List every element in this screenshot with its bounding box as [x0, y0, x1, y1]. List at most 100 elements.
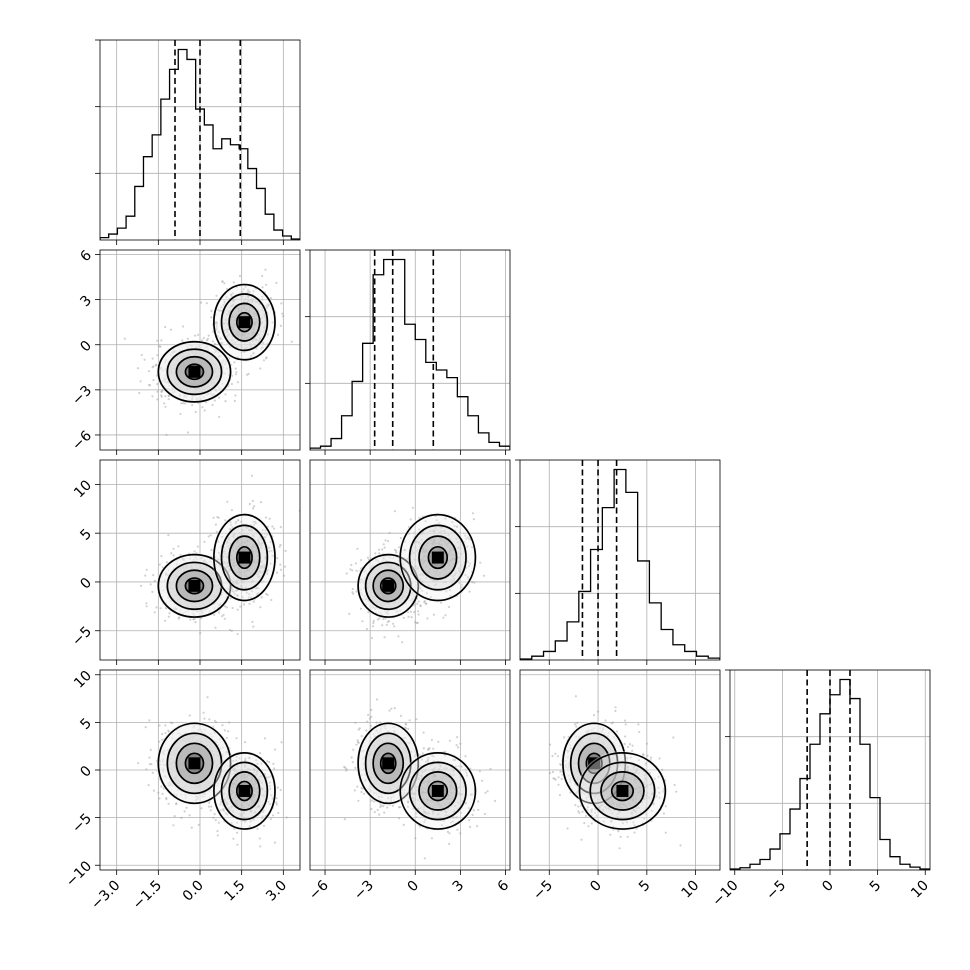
sample-point	[456, 736, 459, 739]
sample-point	[269, 540, 272, 544]
contour-line	[399, 513, 477, 602]
sample-point	[231, 535, 234, 538]
sample-point	[446, 542, 449, 545]
sample-point	[262, 824, 266, 827]
sample-point	[230, 293, 233, 296]
sample-point	[380, 804, 383, 807]
sample-point	[243, 759, 247, 762]
sample-point	[265, 304, 268, 307]
sample-point	[260, 532, 263, 535]
sample-point	[240, 769, 243, 772]
sample-point	[236, 594, 239, 597]
sample-point	[153, 611, 156, 614]
sample-point	[459, 547, 462, 551]
sample-point	[410, 616, 413, 619]
sample-point	[222, 807, 225, 811]
sample-point	[246, 540, 249, 543]
sample-point	[422, 747, 425, 750]
sample-point	[253, 771, 256, 774]
sample-point	[226, 313, 229, 316]
histogram-panel-2	[515, 459, 721, 665]
mode-peak	[238, 316, 251, 329]
sample-point	[395, 549, 398, 553]
sample-point	[171, 722, 174, 725]
sample-point	[383, 636, 386, 639]
sample-point	[253, 328, 256, 331]
sample-point	[233, 536, 236, 539]
sample-point	[236, 594, 239, 597]
sample-point	[429, 555, 432, 558]
sample-point	[224, 519, 227, 522]
sample-point	[266, 303, 270, 306]
sample-point	[236, 821, 239, 824]
sample-point	[271, 814, 275, 817]
sample-point	[235, 564, 238, 567]
sample-point	[266, 342, 269, 345]
sample-point	[422, 781, 425, 784]
sample-point	[230, 789, 233, 792]
sample-point	[259, 752, 262, 755]
sample-point	[236, 843, 239, 846]
sample-point	[236, 381, 239, 384]
sample-point	[240, 333, 243, 336]
sample-point	[233, 323, 236, 326]
sample-point	[261, 528, 264, 532]
sample-point	[237, 545, 240, 548]
sample-point	[253, 323, 256, 326]
sample-point	[237, 545, 240, 549]
sample-point	[263, 326, 266, 329]
sample-point	[232, 303, 235, 306]
sample-point	[443, 802, 446, 805]
sample-point	[243, 574, 246, 577]
sample-point	[455, 816, 458, 819]
sample-point	[138, 391, 141, 395]
sample-point	[246, 295, 250, 299]
sample-point	[246, 569, 249, 572]
sample-point	[457, 546, 460, 549]
sample-point	[421, 531, 424, 534]
sample-point	[238, 757, 241, 760]
sample-point	[240, 579, 244, 582]
sample-point	[403, 540, 406, 543]
sample-point	[447, 553, 450, 556]
sample-point	[247, 372, 250, 375]
sample-point	[243, 314, 246, 317]
sample-point	[373, 810, 376, 814]
sample-point	[437, 812, 440, 815]
sample-point	[412, 799, 415, 802]
sample-point	[290, 340, 293, 343]
sample-point	[203, 717, 206, 720]
sample-point	[253, 779, 256, 783]
sample-point	[233, 827, 236, 830]
sample-point	[180, 816, 183, 820]
sample-point	[468, 819, 471, 822]
sample-point	[232, 281, 235, 284]
sample-point	[251, 299, 254, 302]
sample-point	[250, 474, 253, 477]
sample-point	[434, 564, 438, 567]
sample-point	[242, 328, 245, 331]
sample-point	[239, 572, 242, 575]
contour-line	[228, 302, 261, 342]
sample-point	[191, 404, 194, 407]
contour-line	[175, 355, 214, 388]
sample-point	[451, 816, 454, 819]
sample-point	[432, 579, 436, 582]
sample-point	[459, 571, 462, 574]
sample-point	[261, 566, 264, 569]
sample-point	[425, 565, 428, 568]
sample-point	[213, 719, 216, 722]
contour-line	[213, 752, 276, 830]
sample-point	[186, 337, 189, 340]
sample-point	[434, 573, 437, 576]
sample-point	[440, 601, 443, 604]
sample-point	[420, 533, 423, 536]
sample-point	[458, 785, 461, 788]
sample-point	[239, 344, 242, 347]
sample-point	[242, 288, 245, 291]
sample-point	[421, 791, 424, 795]
sample-point	[254, 520, 257, 524]
sample-point	[453, 525, 456, 528]
sample-point	[156, 398, 159, 401]
sample-point	[251, 298, 254, 301]
